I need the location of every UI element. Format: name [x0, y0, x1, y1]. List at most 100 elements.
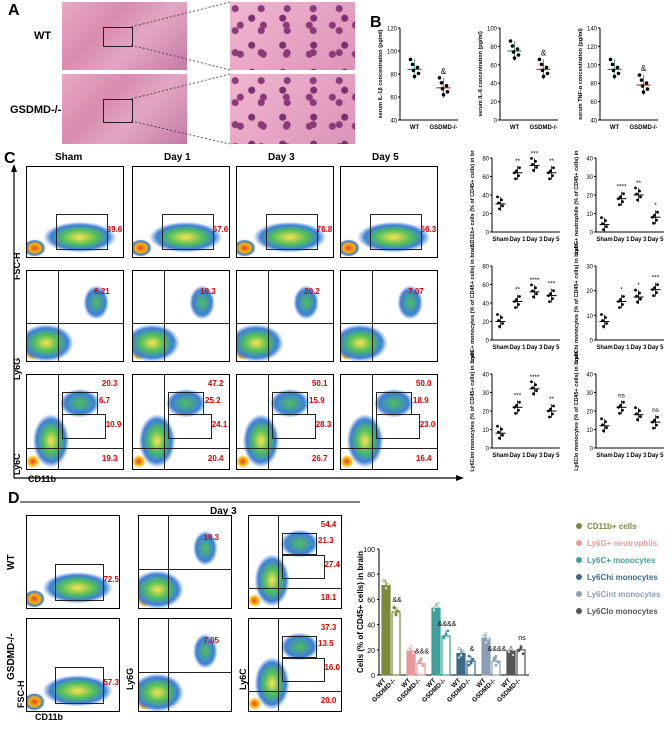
- data-point: [651, 215, 654, 219]
- data-point: [618, 306, 621, 309]
- data-point: [534, 383, 537, 387]
- bar-data-point: [486, 638, 490, 641]
- legend-label: Ly6Chi monocytes: [587, 573, 658, 582]
- gate-percentage: 7.07: [408, 287, 424, 297]
- quadrant-line-h: [133, 448, 229, 450]
- panel-c-chart-1-ytick-label: 20: [586, 194, 593, 200]
- gate-percentage: 20.3: [101, 378, 118, 388]
- data-point: [412, 74, 417, 79]
- data-point: [501, 433, 504, 437]
- facs-c-ly6g-2: 20.2: [236, 270, 334, 362]
- bar-data-point: [521, 652, 525, 656]
- data-point: [656, 210, 659, 214]
- data-point: [501, 204, 504, 208]
- bar-significance: &&: [392, 597, 402, 604]
- gate-percentage: 39.6: [106, 224, 123, 234]
- cd11b-gate: [265, 213, 318, 250]
- panel-c-chart-2-ytick-label: 40: [482, 302, 489, 308]
- panel-c-chart-5-xtick-label: Day 1: [613, 453, 630, 459]
- panel-c-chart-2-xtick-label: Day 3: [526, 345, 543, 351]
- data-point: [600, 313, 603, 316]
- legend-marker: [576, 591, 582, 597]
- significance-mark: ***: [652, 275, 660, 282]
- data-point: [517, 408, 520, 412]
- cd11b-gate: [161, 213, 214, 250]
- significance-mark: &: [641, 64, 647, 73]
- panel-c-chart-4-ylabel: Ly6Cint monocytes (% of CD45+ cells) in …: [470, 350, 476, 472]
- bar-data-point: [484, 641, 488, 644]
- data-point: [601, 222, 604, 225]
- bar-data-point: [492, 657, 496, 661]
- panel-b-chart-1-ytick-label: 40: [490, 82, 497, 88]
- panel-c-chart-3-ytick-label: 30: [586, 265, 593, 271]
- data-point: [530, 283, 533, 287]
- legend-label: Ly6Clo monocytes: [587, 607, 658, 616]
- data-point: [634, 406, 637, 410]
- facs-d-ko-ly6c: 37.3 13.5 16.0 20.0: [248, 618, 342, 712]
- panel-b-chart-0-xtick-label: WT: [410, 125, 420, 131]
- bar-significance: &&&: [415, 649, 429, 656]
- data-point: [518, 400, 521, 404]
- panel-b-chart-2-ytick-label: 100: [587, 63, 598, 69]
- legend-label: CD11b+ cells: [587, 522, 637, 531]
- data-point: [497, 201, 500, 205]
- data-point: [655, 423, 658, 427]
- panel-c-chart-3-ytick-label: 0: [590, 339, 594, 345]
- data-point: [547, 171, 550, 175]
- data-point: [535, 292, 538, 296]
- data-point: [611, 68, 616, 73]
- data-point: [605, 322, 608, 325]
- panel-b-chart-0-ytick-label: 80: [390, 73, 397, 79]
- gate-percentage: 66.3: [420, 224, 437, 234]
- quadrant-line-h: [27, 448, 123, 450]
- significance-mark: *: [637, 282, 640, 289]
- bar-data-point: [496, 660, 500, 664]
- panel-c-axis-arrows: [11, 164, 464, 481]
- data-point: [549, 292, 552, 295]
- panel-c-chart-2-ytick-label: 80: [482, 265, 489, 271]
- data-point: [621, 200, 624, 204]
- d-row-label-wt: WT: [6, 554, 17, 570]
- panel-c-chart-1-xtick-label: Sham: [596, 237, 612, 243]
- facs-c-fsc-3: 66.3: [340, 166, 438, 258]
- legend-marker: [576, 574, 582, 580]
- panel-c-chart-0-xtick-label: Sham: [492, 237, 508, 243]
- gate-percentage: 26.7: [311, 453, 328, 463]
- bar-data-point: [394, 613, 398, 617]
- data-point: [516, 53, 521, 57]
- ly6c-hi-gate: [271, 391, 309, 415]
- panel-label-b: B: [370, 14, 382, 31]
- data-point: [496, 195, 499, 199]
- gate-percentage: 18.9: [413, 395, 429, 405]
- he-image-wt-zoom: [230, 2, 355, 70]
- ly6c-hi-gate: [375, 391, 413, 415]
- gate-percentage: 57.3: [103, 677, 119, 687]
- cd11b-gate: [55, 213, 108, 250]
- data-point: [638, 189, 641, 193]
- panel-c-chart-5-ytick-label: 30: [586, 391, 593, 397]
- data-point: [621, 303, 624, 306]
- gate-percentage: 10.9: [105, 420, 122, 430]
- panel-c-chart-0-ytick-label: 80: [482, 157, 489, 163]
- bar: [391, 611, 401, 676]
- data-point: [535, 166, 538, 169]
- data-point: [622, 295, 625, 298]
- bar-data-point: [517, 649, 521, 653]
- data-point: [531, 289, 534, 293]
- ly6c-int-gate: [282, 554, 325, 579]
- data-point: [618, 203, 621, 207]
- panel-c-chart-4-xtick-label: Day 5: [543, 453, 560, 459]
- data-point: [636, 418, 639, 422]
- bar-data-point: [421, 664, 425, 668]
- d-axis-ly6g: Ly6G: [125, 667, 135, 690]
- panel-c-chart-5-xtick-label: Day 5: [647, 453, 664, 459]
- zoom-connector-lines: [130, 1, 231, 145]
- data-point: [534, 160, 537, 163]
- gate-percentage: 67.6: [212, 224, 229, 234]
- panel-c-chart-2: 0 20 40 60 80 Ly6C+ monocytes (% of CD45+ cel…: [470, 243, 560, 361]
- d-row-label-ko: GSDMD-/-: [6, 633, 17, 680]
- row-label-gsdmd: GSDMD-/-: [10, 104, 62, 116]
- ly6c-hi-gate: [282, 635, 318, 658]
